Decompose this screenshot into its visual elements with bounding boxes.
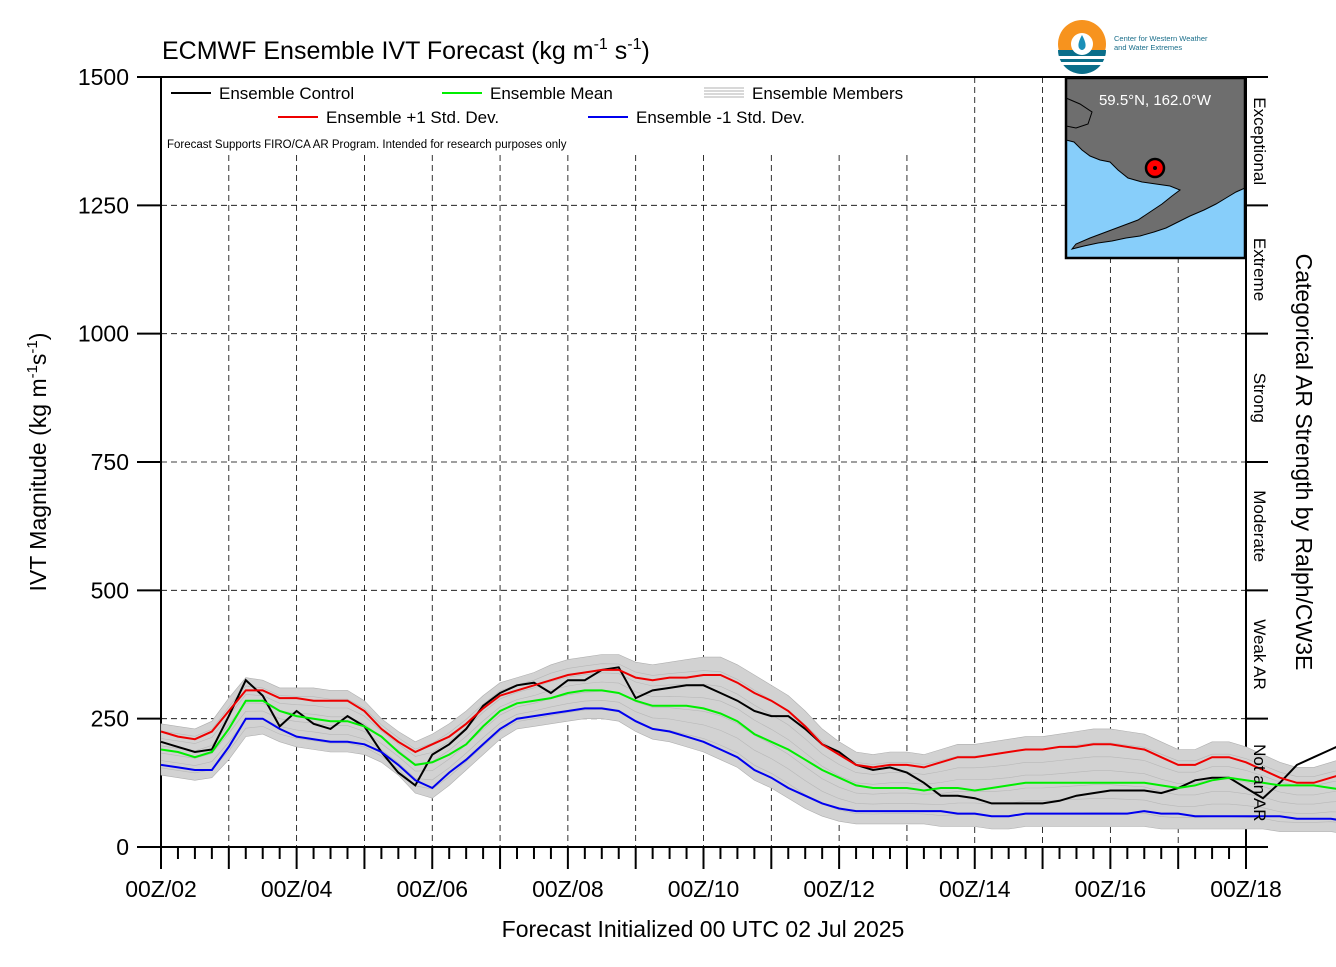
series-ensemble-1-std-dev bbox=[160, 668, 1336, 784]
member-line bbox=[160, 709, 1336, 823]
x-tick-label: 00Z/06 bbox=[396, 876, 468, 902]
series-ensemble-mean bbox=[160, 689, 1336, 792]
y-tick-label: 750 bbox=[91, 449, 129, 475]
legend-members: Ensemble Members bbox=[752, 84, 903, 103]
chart-title: ECMWF Ensemble IVT Forecast (kg m-1 s-1) bbox=[162, 36, 650, 65]
research-note: Forecast Supports FIRO/CA AR Program. In… bbox=[167, 139, 567, 151]
series-ensemble-1-std-dev bbox=[160, 707, 1336, 821]
x-tick-label: 00Z/10 bbox=[668, 876, 740, 902]
y-tick-label: 0 bbox=[116, 834, 129, 860]
legend-plus-sd: Ensemble +1 Std. Dev. bbox=[326, 108, 499, 127]
inset-map: 59.5°N, 162.0°W bbox=[1064, 76, 1247, 260]
category-label: Exceptional bbox=[1250, 97, 1269, 185]
x-axis-ticks: 00Z/02 00Z/04 00Z/06 00Z/08 00Z/10 00Z/12 00Z/… bbox=[125, 847, 1282, 902]
right-axis-label: Categorical AR Strength by Ralph/CW3E bbox=[1291, 254, 1317, 671]
ensemble-members bbox=[160, 654, 1336, 833]
x-tick-label: 00Z/04 bbox=[261, 876, 333, 902]
x-tick-label: 00Z/02 bbox=[125, 876, 197, 902]
y-tick-label: 250 bbox=[91, 706, 129, 732]
x-axis-label: Forecast Initialized 00 UTC 02 Jul 2025 bbox=[502, 916, 905, 942]
y-tick-label: 1000 bbox=[78, 321, 129, 347]
series-lines bbox=[160, 666, 1336, 821]
legend-control: Ensemble Control bbox=[219, 84, 354, 103]
x-tick-label: 00Z/14 bbox=[939, 876, 1011, 902]
x-tick-label: 00Z/12 bbox=[803, 876, 875, 902]
legend-members-swatch bbox=[704, 87, 744, 98]
members-envelope bbox=[160, 654, 1336, 833]
category-label: Moderate bbox=[1250, 490, 1269, 562]
member-line bbox=[160, 699, 1336, 814]
logo-text-line2: and Water Extremes bbox=[1114, 43, 1182, 52]
legend-mean: Ensemble Mean bbox=[490, 84, 613, 103]
y-axis-label: IVT Magnitude (kg m-1s-1) bbox=[24, 333, 51, 592]
category-label: Strong bbox=[1250, 373, 1269, 423]
category-label: Weak AR bbox=[1250, 619, 1269, 690]
member-line bbox=[160, 672, 1336, 787]
legend-minus-sd: Ensemble -1 Std. Dev. bbox=[636, 108, 805, 127]
y-tick-label: 1250 bbox=[78, 192, 129, 218]
member-line bbox=[160, 690, 1336, 805]
ar-category-labels: Not an AR Weak AR Moderate Strong Extreme Exc… bbox=[1246, 76, 1269, 848]
category-label: Extreme bbox=[1250, 238, 1269, 301]
logo-text-line1: Center for Western Weather bbox=[1114, 34, 1208, 43]
member-line bbox=[160, 663, 1336, 777]
category-label: Not an AR bbox=[1250, 744, 1269, 822]
y-axis-ticks: 0 250 500 750 1000 1250 1500 bbox=[78, 64, 161, 860]
x-tick-label: 00Z/18 bbox=[1210, 876, 1282, 902]
x-tick-label: 00Z/16 bbox=[1075, 876, 1147, 902]
location-label: 59.5°N, 162.0°W bbox=[1099, 92, 1212, 109]
cw3e-logo: Center for Western Weather and Water Ext… bbox=[1058, 20, 1208, 74]
y-tick-label: 500 bbox=[91, 577, 129, 603]
series-ensemble-control bbox=[160, 666, 1336, 805]
x-tick-label: 00Z/08 bbox=[532, 876, 604, 902]
member-line bbox=[160, 681, 1336, 796]
y-tick-label: 1500 bbox=[78, 64, 129, 90]
legend: Ensemble Control Ensemble Mean Ensemble … bbox=[167, 84, 903, 151]
